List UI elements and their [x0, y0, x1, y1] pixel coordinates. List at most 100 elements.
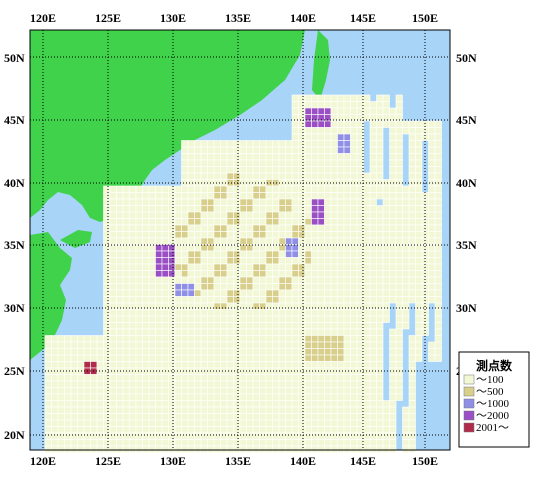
survey-cell	[330, 289, 338, 297]
survey-cell	[298, 185, 306, 193]
survey-cell	[369, 393, 377, 401]
survey-cell	[317, 400, 325, 408]
survey-cell	[350, 309, 358, 317]
survey-cell	[343, 309, 351, 317]
survey-cell	[376, 263, 384, 271]
survey-cell	[298, 270, 306, 278]
survey-cell	[350, 283, 358, 291]
survey-cell	[155, 211, 163, 219]
survey-cell	[103, 380, 111, 388]
survey-cell	[103, 198, 111, 206]
survey-cell	[142, 348, 150, 356]
survey-cell	[265, 439, 273, 447]
survey-cell	[376, 185, 384, 193]
survey-cell	[304, 107, 312, 115]
survey-cell	[109, 270, 117, 278]
survey-cell	[408, 341, 416, 349]
survey-cell	[259, 393, 267, 401]
survey-cell	[213, 419, 221, 427]
survey-cell	[200, 263, 208, 271]
survey-cell	[343, 218, 351, 226]
survey-cell	[246, 140, 254, 148]
survey-cell	[272, 166, 280, 174]
survey-cell	[285, 341, 293, 349]
survey-cell	[161, 185, 169, 193]
survey-cell	[168, 283, 176, 291]
survey-cell	[161, 250, 169, 258]
survey-cell	[356, 283, 364, 291]
survey-cell	[116, 296, 124, 304]
survey-cell	[304, 289, 312, 297]
survey-cell	[428, 166, 436, 174]
survey-cell	[376, 361, 384, 369]
survey-cell	[369, 166, 377, 174]
survey-cell	[278, 263, 286, 271]
survey-cell	[415, 250, 423, 258]
survey-cell	[246, 374, 254, 382]
survey-cell	[434, 166, 442, 174]
survey-cell	[291, 257, 299, 265]
survey-cell	[337, 276, 345, 284]
survey-cell	[259, 211, 267, 219]
survey-cell	[233, 426, 241, 434]
survey-cell	[122, 289, 130, 297]
survey-cell	[376, 419, 384, 427]
survey-cell	[155, 322, 163, 330]
survey-cell	[350, 445, 358, 453]
survey-cell	[408, 263, 416, 271]
survey-cell	[194, 224, 202, 232]
survey-cell	[239, 328, 247, 336]
survey-cell	[103, 302, 111, 310]
survey-cell	[311, 439, 319, 447]
survey-cell	[44, 432, 52, 440]
survey-cell	[415, 283, 423, 291]
survey-cell	[142, 315, 150, 323]
survey-cell	[343, 413, 351, 421]
survey-cell	[395, 315, 403, 323]
survey-cell	[64, 413, 72, 421]
survey-cell	[116, 322, 124, 330]
survey-cell	[376, 309, 384, 317]
survey-cell	[350, 192, 358, 200]
survey-cell	[252, 140, 260, 148]
survey-cell	[434, 263, 442, 271]
survey-cell	[246, 413, 254, 421]
survey-cell	[337, 198, 345, 206]
survey-cell	[187, 367, 195, 375]
survey-cell	[148, 322, 156, 330]
survey-cell	[376, 237, 384, 245]
survey-cell	[239, 172, 247, 180]
survey-cell	[337, 114, 345, 122]
survey-cell	[77, 380, 85, 388]
survey-cell	[337, 263, 345, 271]
survey-cell	[187, 406, 195, 414]
survey-cell	[155, 348, 163, 356]
survey-cell	[324, 341, 332, 349]
survey-cell	[265, 270, 273, 278]
survey-cell	[324, 140, 332, 148]
survey-cell	[142, 387, 150, 395]
survey-cell	[220, 159, 228, 167]
survey-cell	[317, 361, 325, 369]
survey-cell	[148, 328, 156, 336]
survey-cell	[207, 205, 215, 213]
survey-cell	[350, 231, 358, 239]
survey-cell	[343, 179, 351, 187]
survey-cell	[174, 328, 182, 336]
survey-cell	[200, 335, 208, 343]
survey-cell	[207, 198, 215, 206]
survey-cell	[246, 296, 254, 304]
survey-cell	[239, 153, 247, 161]
survey-cell	[109, 406, 117, 414]
survey-cell	[181, 309, 189, 317]
survey-cell	[129, 432, 137, 440]
survey-cell	[317, 120, 325, 128]
survey-cell	[272, 426, 280, 434]
survey-cell	[330, 387, 338, 395]
survey-cell	[402, 419, 410, 427]
survey-cell	[148, 341, 156, 349]
survey-cell	[389, 270, 397, 278]
survey-cell	[330, 328, 338, 336]
survey-cell	[272, 296, 280, 304]
survey-cell	[129, 198, 137, 206]
